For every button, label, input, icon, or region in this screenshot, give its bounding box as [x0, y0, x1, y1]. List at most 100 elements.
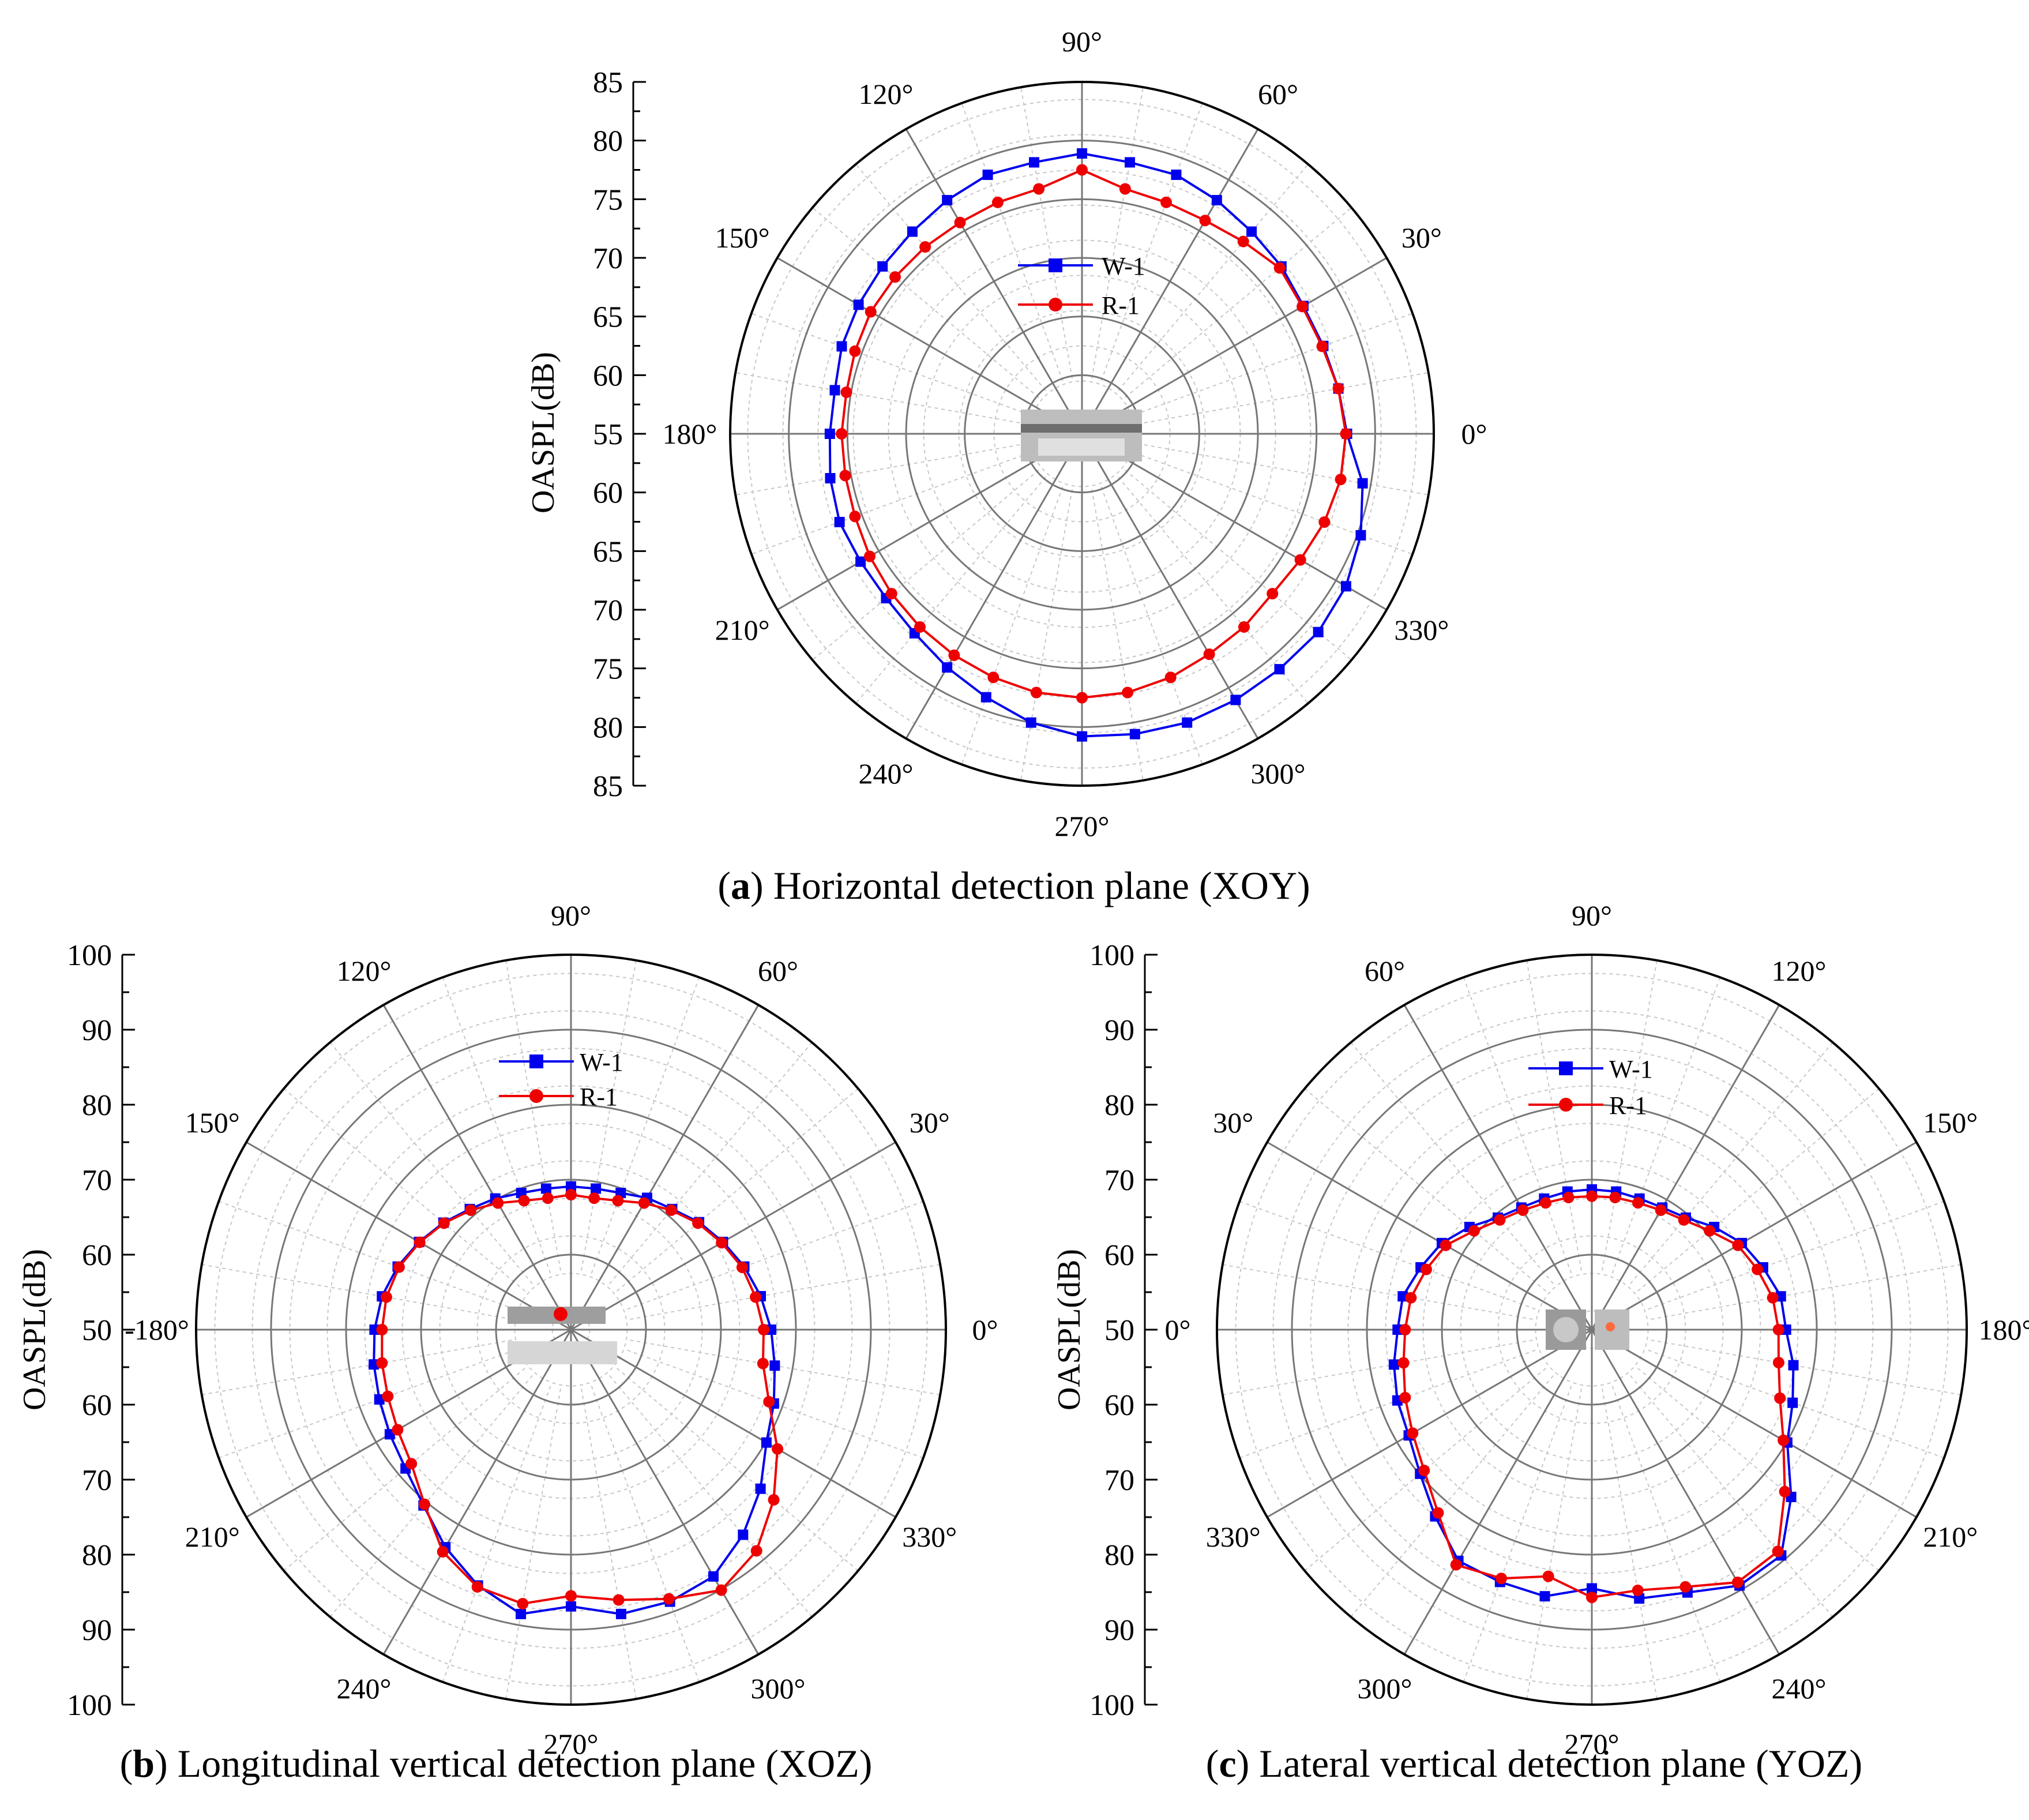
data-point-r-1 — [1030, 686, 1042, 699]
angle-label: 30° — [1401, 222, 1442, 254]
data-point-r-1 — [465, 1204, 477, 1216]
angle-label: 300° — [1251, 757, 1306, 790]
data-point-w-1 — [1182, 717, 1193, 728]
minor-spoke — [961, 103, 1064, 381]
data-point-r-1 — [414, 1236, 426, 1248]
data-point-r-1 — [987, 671, 1000, 684]
major-spoke — [1403, 1329, 1593, 1655]
angle-label: 210° — [1923, 1521, 1978, 1553]
minor-spoke — [1526, 960, 1582, 1271]
data-point-r-1 — [1772, 1324, 1784, 1335]
minor-spoke — [505, 960, 561, 1271]
angle-label: 300° — [1358, 1672, 1412, 1705]
major-spoke — [776, 433, 1083, 611]
polar-grid: 0° 30° 60° 90° 120° 150° -180° 210° 240° 270° 300°… — [125, 899, 998, 1760]
angle-label: 270° — [544, 1728, 599, 1760]
data-point-w-1 — [980, 692, 991, 703]
data-point-r-1 — [1774, 1392, 1786, 1404]
axis-tick-label: 100 — [67, 939, 112, 972]
data-point-r-1 — [1432, 1507, 1444, 1519]
data-point-r-1 — [885, 588, 897, 600]
minor-spoke — [1222, 1339, 1533, 1395]
data-point-w-1 — [755, 1483, 766, 1494]
data-point-r-1 — [1778, 1434, 1790, 1446]
data-point-r-1 — [758, 1324, 770, 1335]
data-point-r-1 — [865, 306, 877, 318]
outer-ring — [1216, 954, 1968, 1706]
minor-spoke — [1117, 164, 1309, 391]
data-point-r-1 — [715, 1584, 727, 1596]
angle-label: 0° — [1165, 1314, 1191, 1346]
model-image — [1021, 410, 1142, 461]
data-point-r-1 — [1237, 235, 1249, 247]
axis-tick-label: 60 — [593, 359, 623, 392]
data-point-r-1 — [763, 1395, 775, 1408]
major-spoke — [570, 1329, 760, 1655]
data-point-r-1 — [1420, 1263, 1432, 1275]
data-point-r-1 — [1704, 1225, 1716, 1237]
data-point-r-1 — [1542, 1570, 1554, 1582]
data-point-w-1 — [907, 226, 918, 237]
minor-spoke — [1125, 469, 1352, 661]
angle-label: 30° — [1213, 1106, 1253, 1139]
axis-tick-label: 80 — [82, 1089, 112, 1122]
data-point-r-1 — [565, 1189, 577, 1200]
data-point-r-1 — [750, 1291, 762, 1303]
angle-label: 60° — [758, 955, 798, 987]
data-point-r-1 — [863, 550, 876, 562]
minor-spoke — [855, 476, 1047, 704]
data-point-r-1 — [1407, 1427, 1419, 1439]
data-point-r-1 — [757, 1357, 769, 1369]
data-point-r-1 — [1335, 474, 1347, 486]
data-point-w-1 — [1246, 226, 1257, 237]
minor-spoke — [1222, 1264, 1533, 1320]
angle-label: 60° — [1365, 955, 1405, 987]
model-image — [508, 1307, 617, 1364]
data-point-w-1 — [615, 1608, 626, 1619]
minor-spoke — [812, 469, 1039, 661]
angle-label: -180° — [125, 1314, 189, 1346]
major-spoke — [570, 1329, 896, 1518]
major-spoke — [570, 1004, 760, 1330]
data-point-r-1 — [889, 271, 901, 283]
major-spoke — [1591, 1329, 1780, 1655]
legend-marker-r1 — [529, 1089, 543, 1103]
data-point-r-1 — [492, 1197, 504, 1209]
minor-spoke — [751, 313, 1029, 415]
polar-chart-xoy: 85 80 75 70 65 60 55 60 65 70 75 80 85 OASPL(dB) 0° 3… — [525, 25, 1487, 907]
major-spoke — [382, 1329, 572, 1655]
angle-label: 330° — [902, 1521, 957, 1553]
legend-label-w1: W-1 — [1609, 1055, 1653, 1083]
major-spoke — [1591, 1329, 1917, 1518]
minor-spoke — [630, 1339, 941, 1395]
data-point-r-1 — [914, 621, 926, 633]
major-spoke — [246, 1141, 572, 1331]
angle-label: 0° — [1461, 418, 1487, 450]
data-point-r-1 — [772, 1443, 784, 1455]
data-point-w-1 — [374, 1394, 385, 1405]
data-point-w-1 — [1129, 729, 1140, 740]
minor-spoke — [1134, 313, 1413, 415]
oaspl-axis: 100 90 80 70 60 50 60 70 80 90 100 — [1089, 939, 1158, 1722]
data-point-r-1 — [1440, 1239, 1452, 1251]
data-point-r-1 — [588, 1192, 600, 1204]
data-point-r-1 — [1273, 262, 1286, 274]
minor-spoke — [961, 486, 1064, 765]
data-point-w-1 — [591, 1183, 602, 1194]
minor-spoke — [329, 1042, 533, 1284]
data-point-r-1 — [380, 1291, 392, 1303]
major-spoke — [1591, 1004, 1780, 1330]
angle-label: 240° — [1772, 1672, 1827, 1705]
angle-label: 180° — [663, 418, 717, 450]
minor-spoke — [201, 1339, 512, 1395]
major-spoke — [1267, 1329, 1592, 1518]
axis-tick-label: 90 — [1104, 1614, 1134, 1647]
data-point-w-1 — [1124, 157, 1135, 168]
data-series — [369, 1181, 784, 1619]
minor-spoke — [581, 1389, 637, 1699]
data-point-r-1 — [1732, 1239, 1744, 1251]
axis-tick-label: 85 — [593, 770, 623, 803]
angle-label: 90° — [1572, 899, 1612, 932]
data-point-r-1 — [750, 1545, 762, 1557]
data-point-w-1 — [877, 261, 888, 272]
